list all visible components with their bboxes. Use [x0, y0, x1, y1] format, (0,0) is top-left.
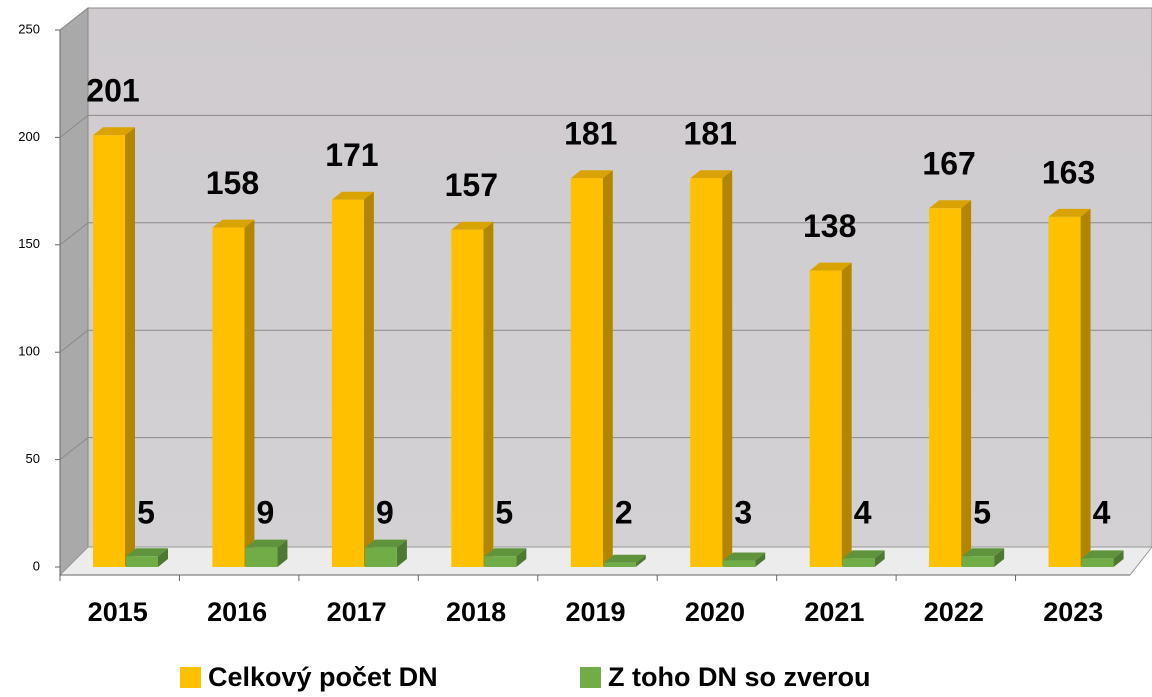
bar — [1081, 558, 1114, 567]
bar-top — [809, 262, 852, 271]
y-tick-label: 50 — [26, 451, 40, 466]
value-label: 9 — [257, 494, 275, 530]
x-tick-label: 2021 — [804, 597, 864, 627]
value-label: 5 — [495, 494, 513, 530]
bar — [690, 178, 723, 567]
bar-top — [126, 548, 168, 557]
bar-side — [277, 539, 288, 567]
bar-side — [635, 554, 646, 567]
bar-top — [929, 200, 972, 209]
grid-line — [59, 7, 89, 31]
bar-side — [961, 200, 972, 567]
bar — [451, 229, 484, 567]
x-tick-label: 2016 — [207, 597, 267, 627]
bar-top — [962, 548, 1005, 557]
bar — [929, 208, 962, 567]
bar-side — [755, 552, 766, 567]
bar — [364, 547, 397, 567]
bar-top — [331, 191, 374, 200]
legend-label: Celkový počet DN — [208, 662, 438, 692]
bar-top — [1081, 550, 1124, 559]
bar-top — [484, 548, 527, 557]
bar-top — [842, 550, 885, 559]
bar-side — [1113, 550, 1124, 567]
value-label: 181 — [564, 116, 617, 152]
bar — [603, 562, 636, 567]
bar — [570, 178, 603, 567]
bar-top — [723, 552, 766, 561]
bar-side — [516, 548, 527, 567]
bar — [723, 560, 756, 567]
bar-top — [212, 219, 255, 228]
value-label: 181 — [684, 116, 737, 152]
bar-side — [1080, 208, 1091, 567]
value-label: 158 — [206, 165, 259, 201]
bar-top — [93, 127, 135, 136]
bar-top — [690, 170, 733, 179]
bar-top — [603, 554, 646, 563]
value-label: 163 — [1042, 154, 1095, 190]
x-tick-label: 2019 — [565, 597, 625, 627]
legend-swatch — [580, 667, 601, 688]
bar-top — [570, 170, 613, 179]
x-tick-label: 2022 — [924, 597, 984, 627]
x-tick-label: 2017 — [327, 597, 387, 627]
value-label: 4 — [854, 494, 872, 530]
bar-top — [1048, 208, 1091, 217]
bar-side — [994, 548, 1005, 567]
x-tick-label: 2018 — [446, 597, 506, 627]
x-tick-label: 2020 — [685, 597, 745, 627]
bar — [809, 270, 842, 567]
value-label: 138 — [803, 208, 856, 244]
value-label: 201 — [86, 73, 139, 109]
bar — [484, 556, 517, 567]
value-label: 4 — [1093, 494, 1111, 530]
value-label: 171 — [325, 137, 378, 173]
y-tick-label: 0 — [33, 558, 40, 573]
y-tick-label: 250 — [18, 21, 40, 36]
grid-line — [59, 329, 89, 353]
side-wall — [59, 6, 89, 577]
value-label: 5 — [137, 494, 155, 530]
bar — [962, 556, 995, 567]
bar — [1048, 216, 1081, 567]
bar — [245, 547, 278, 567]
bar — [126, 556, 158, 567]
grid-line — [59, 115, 89, 138]
grid-line — [59, 437, 89, 460]
legend-swatch — [180, 667, 201, 688]
bar-side — [244, 219, 255, 567]
bar-side — [125, 127, 135, 567]
y-tick-label: 100 — [18, 344, 40, 359]
bar-side — [874, 550, 885, 567]
value-label: 167 — [922, 146, 975, 182]
bar-side — [363, 191, 374, 567]
bar-top — [364, 539, 407, 548]
value-label: 157 — [445, 167, 498, 203]
bar-side — [396, 539, 407, 567]
x-tick-label: 2023 — [1043, 597, 1103, 627]
bar — [212, 227, 245, 567]
grid-line — [59, 222, 89, 246]
bar-side — [483, 221, 494, 567]
bar — [331, 199, 364, 567]
legend-label: Z toho DN so zverou — [608, 662, 871, 692]
y-tick-label: 200 — [18, 129, 40, 144]
bar-side — [841, 262, 852, 567]
bar-side — [602, 170, 613, 567]
x-tick-label: 2015 — [88, 597, 148, 627]
bar-top — [451, 221, 494, 230]
bar-side — [722, 170, 733, 567]
y-tick-label: 150 — [18, 236, 40, 251]
plot: 0501001502002502015201520161589201717192… — [18, 7, 1152, 627]
value-label: 2 — [615, 494, 633, 530]
bar-side — [158, 548, 168, 567]
bar — [93, 135, 125, 567]
bar — [842, 558, 875, 567]
value-label: 9 — [376, 494, 394, 530]
bar-top — [245, 539, 288, 548]
value-label: 5 — [973, 494, 991, 530]
value-label: 3 — [734, 494, 752, 530]
